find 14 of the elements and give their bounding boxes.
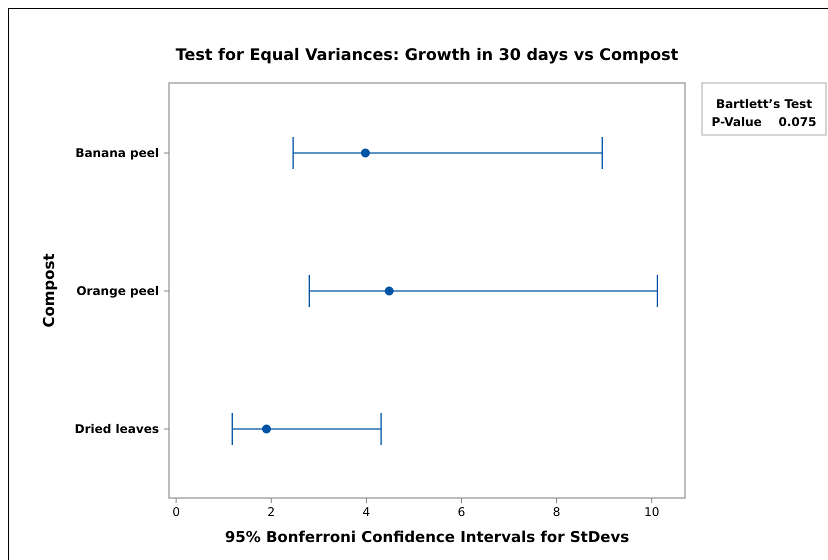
text: P-Value 0.075 bbox=[712, 115, 816, 129]
text: Bartlett’s Test bbox=[716, 97, 812, 111]
y-tick-label: Banana peel bbox=[75, 146, 159, 160]
y-tick-label: Dried leaves bbox=[74, 422, 159, 436]
x-tick-label: 0 bbox=[172, 505, 180, 519]
x-tick-label: 10 bbox=[644, 505, 660, 519]
x-axis-title: 95% Bonferroni Confidence Intervals for StDevs bbox=[224, 528, 630, 546]
y-tick-label: Orange peel bbox=[76, 284, 159, 298]
x-tick-label: 8 bbox=[552, 505, 560, 519]
x-tick-label: 6 bbox=[458, 505, 466, 519]
y-axis-title: Compost bbox=[40, 253, 58, 328]
x-tick-label: 4 bbox=[362, 505, 370, 519]
chart-title: Test for Equal Variances: Growth in 30 days vs Compost bbox=[176, 45, 679, 64]
x-tick-label: 2 bbox=[267, 505, 276, 519]
